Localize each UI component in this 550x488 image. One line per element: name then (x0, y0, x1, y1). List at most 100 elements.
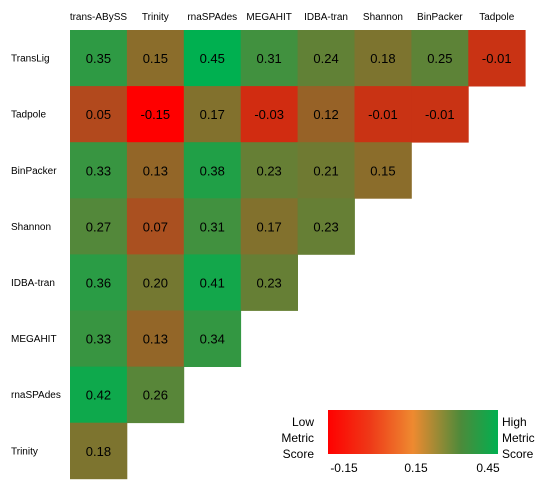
cell-value-binpacker-megahit: 0.23 (256, 163, 281, 178)
cell-value-translig-trans-abyss: 0.35 (86, 51, 111, 66)
cell-value-idba-tran-rnaspades: 0.41 (200, 275, 225, 290)
heatmap-cell-idba-tran-trinity (126, 254, 185, 311)
row-label-idba-tran: IDBA-tran (11, 278, 55, 289)
heatmap-cell-tadpole-idba-tran (297, 86, 355, 143)
row-label-trinity: Trinity (11, 446, 38, 457)
heatmap-cell-binpacker-megahit (240, 142, 298, 199)
cell-value-megahit-trans-abyss: 0.33 (86, 332, 111, 347)
cell-value-shannon-idba-tran: 0.23 (313, 219, 338, 234)
heatmap-cell-translig-trans-abyss (70, 30, 128, 87)
column-label-trans-abyss: trans-ABySS (70, 12, 128, 23)
heatmap-cell-binpacker-idba-tran (297, 142, 355, 199)
row-labels: TransLig Tadpole BinPacker Shannon IDBA-tran… (11, 54, 61, 458)
cell-value-binpacker-rnaspades: 0.38 (200, 163, 225, 178)
legend-tick-max: 0.45 (476, 461, 500, 475)
row-label-megahit: MEGAHIT (11, 334, 57, 345)
heatmap-cell-idba-tran-megahit (240, 254, 298, 311)
cell-value-tadpole-rnaspades: 0.17 (200, 107, 225, 122)
row-label-translig: TransLig (11, 54, 50, 65)
column-label-trinity: Trinity (142, 12, 169, 23)
cell-value-megahit-trinity: 0.13 (143, 332, 168, 347)
cell-value-shannon-trans-abyss: 0.27 (86, 219, 111, 234)
legend-high-label-line3: Score (502, 447, 534, 461)
column-label-tadpole: Tadpole (479, 12, 514, 23)
cell-value-idba-tran-trans-abyss: 0.36 (86, 275, 111, 290)
heatmap-cell-binpacker-shannon (354, 142, 412, 199)
row-label-rnaspades: rnaSPAdes (11, 390, 61, 401)
heatmap-cell-shannon-rnaspades (183, 198, 242, 255)
heatmap-cell-tadpole-trans-abyss (70, 86, 128, 143)
color-legend: Low Metric Score High Metric Score -0.15… (281, 410, 535, 475)
heatmap-cell-translig-rnaspades (183, 30, 242, 87)
cell-value-idba-tran-megahit: 0.23 (256, 275, 281, 290)
heatmap-cell-binpacker-trans-abyss (70, 142, 128, 199)
cell-value-megahit-rnaspades: 0.34 (200, 332, 225, 347)
cell-value-tadpole-binpacker: -0.01 (425, 107, 455, 122)
heatmap-cell-translig-idba-tran (297, 30, 355, 87)
heatmap-cell-tadpole-rnaspades (183, 86, 242, 143)
cell-value-shannon-megahit: 0.17 (256, 219, 281, 234)
heatmap-cell-idba-tran-trans-abyss (70, 254, 128, 311)
cell-value-idba-tran-trinity: 0.20 (143, 275, 168, 290)
cell-value-binpacker-idba-tran: 0.21 (313, 163, 338, 178)
column-label-megahit: MEGAHIT (246, 12, 292, 23)
cell-value-rnaspades-trans-abyss: 0.42 (86, 388, 111, 403)
heatmap-cell-translig-megahit (240, 30, 298, 87)
heatmap-cell-tadpole-megahit (240, 86, 298, 143)
cell-value-tadpole-trinity: -0.15 (141, 107, 171, 122)
column-label-binpacker: BinPacker (417, 12, 463, 23)
heatmap-cell-megahit-trinity (126, 310, 185, 367)
heatmap-cell-trinity-trans-abyss (70, 422, 128, 480)
heatmap-cell-translig-binpacker (411, 30, 469, 87)
legend-tick-min: -0.15 (330, 461, 358, 475)
cell-value-trinity-trans-abyss: 0.18 (86, 444, 111, 459)
heatmap-cell-binpacker-rnaspades (183, 142, 242, 199)
row-label-binpacker: BinPacker (11, 166, 57, 177)
cell-value-tadpole-shannon: -0.01 (368, 107, 398, 122)
cell-value-tadpole-idba-tran: 0.12 (313, 107, 338, 122)
heatmap-cell-tadpole-trinity (126, 86, 185, 143)
heatmap-cell-shannon-trinity (126, 198, 185, 255)
cell-value-binpacker-trans-abyss: 0.33 (86, 163, 111, 178)
heatmap-cell-rnaspades-trinity (126, 366, 185, 424)
legend-low-label-line3: Score (283, 447, 315, 461)
heatmap-cell-translig-tadpole (468, 30, 526, 87)
heatmap-cells: 0.35 0.15 0.45 0.31 0.24 0.18 0.25 -0.01 0.05 -0.… (70, 30, 526, 480)
heatmap-cell-megahit-trans-abyss (70, 310, 128, 367)
column-labels: trans-ABySS Trinity rnaSPAdes MEGAHIT IDBA-t… (70, 12, 515, 23)
legend-low-label-line2: Metric (281, 431, 314, 445)
cell-value-shannon-trinity: 0.07 (143, 219, 168, 234)
cell-value-translig-tadpole: -0.01 (482, 51, 512, 66)
column-label-idba-tran: IDBA-tran (304, 12, 348, 23)
column-label-shannon: Shannon (363, 12, 403, 23)
cell-value-rnaspades-trinity: 0.26 (143, 388, 168, 403)
cell-value-binpacker-shannon: 0.15 (370, 163, 395, 178)
cell-value-tadpole-trans-abyss: 0.05 (86, 107, 111, 122)
heatmap-cell-idba-tran-rnaspades (183, 254, 242, 311)
legend-low-label-line1: Low (292, 415, 314, 429)
heatmap-cell-translig-shannon (354, 30, 412, 87)
column-label-rnaspades: rnaSPAdes (187, 12, 237, 23)
cell-value-translig-trinity: 0.15 (143, 51, 168, 66)
legend-high-label-line2: Metric (502, 431, 535, 445)
cell-value-binpacker-trinity: 0.13 (143, 163, 168, 178)
heatmap-cell-tadpole-binpacker (411, 86, 469, 143)
legend-high-label-line1: High (502, 415, 527, 429)
legend-tick-mid: 0.15 (404, 461, 428, 475)
heatmap-cell-shannon-idba-tran (297, 198, 355, 255)
legend-gradient-bar (328, 410, 498, 454)
heatmap-cell-tadpole-shannon (354, 86, 412, 143)
cell-value-shannon-rnaspades: 0.31 (200, 219, 225, 234)
row-label-shannon: Shannon (11, 222, 51, 233)
cell-value-translig-megahit: 0.31 (256, 51, 281, 66)
cell-value-translig-rnaspades: 0.45 (200, 51, 225, 66)
row-label-tadpole: Tadpole (11, 110, 46, 121)
heatmap-cell-binpacker-trinity (126, 142, 185, 199)
heatmap-cell-translig-trinity (126, 30, 185, 87)
cell-value-tadpole-megahit: -0.03 (254, 107, 284, 122)
cell-value-translig-idba-tran: 0.24 (313, 51, 338, 66)
heatmap-cell-megahit-rnaspades (183, 310, 242, 367)
heatmap-cell-shannon-trans-abyss (70, 198, 128, 255)
heatmap-cell-rnaspades-trans-abyss (70, 366, 128, 424)
